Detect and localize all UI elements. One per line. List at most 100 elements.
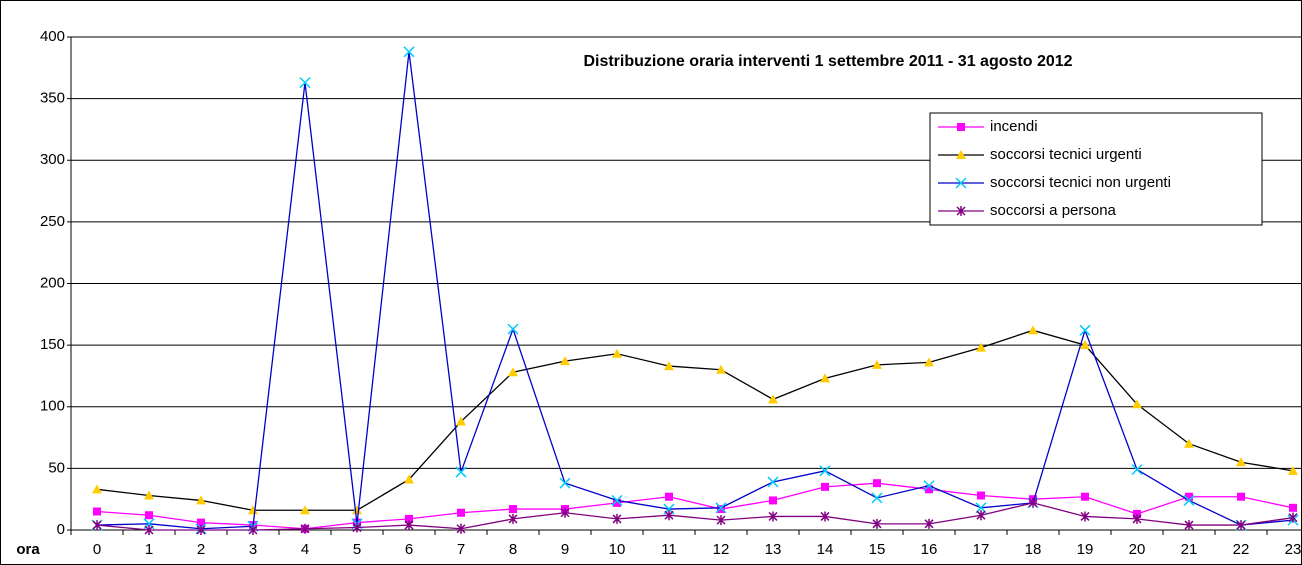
- data-point: [1079, 324, 1091, 336]
- data-point: [923, 480, 935, 492]
- x-tick-label: 2: [197, 541, 205, 558]
- data-point: [456, 523, 466, 534]
- data-point: [1184, 438, 1194, 448]
- data-point: [664, 361, 674, 371]
- data-point: [717, 505, 725, 514]
- data-point: [457, 508, 465, 517]
- data-point: [1184, 520, 1194, 531]
- data-point: [144, 525, 154, 535]
- x-tick-label: 8: [509, 541, 517, 558]
- series-line: [96, 482, 1294, 530]
- legend-marker: [955, 177, 967, 189]
- data-point: [1028, 325, 1038, 335]
- data-point: [769, 496, 777, 505]
- data-point: [1236, 520, 1246, 531]
- data-point: [819, 465, 831, 477]
- y-tick-label: 250: [40, 213, 65, 230]
- data-point: [509, 505, 517, 514]
- data-point: [1236, 457, 1246, 467]
- data-point: [1288, 465, 1298, 475]
- y-tick-label: 0: [57, 521, 65, 538]
- data-point: [1237, 492, 1245, 501]
- data-point: [248, 525, 258, 535]
- data-point: [1080, 511, 1090, 522]
- data-point: [507, 323, 519, 335]
- data-point: [767, 476, 779, 488]
- data-point: [145, 511, 153, 520]
- x-tick-label: 19: [1077, 541, 1094, 558]
- data-point: [821, 482, 829, 491]
- data-point: [820, 511, 830, 522]
- data-point: [976, 510, 986, 521]
- data-point: [924, 357, 934, 367]
- data-point: [560, 356, 570, 366]
- data-point: [92, 484, 102, 494]
- data-point: [872, 359, 882, 369]
- y-tick-label: 350: [40, 90, 65, 107]
- data-point: [768, 511, 778, 522]
- data-point: [455, 466, 467, 478]
- x-tick-label: 22: [1233, 541, 1250, 558]
- y-tick-label: 400: [40, 28, 65, 45]
- x-axis-label: ora: [16, 541, 40, 558]
- x-tick-label: 17: [973, 541, 990, 558]
- x-tick-label: 1: [145, 541, 153, 558]
- data-point: [1289, 503, 1297, 512]
- data-point: [716, 515, 726, 526]
- x-tick-label: 9: [561, 541, 569, 558]
- data-point: [144, 490, 154, 500]
- data-point: [559, 477, 571, 489]
- data-point: [665, 492, 673, 501]
- legend-marker: [957, 123, 965, 131]
- data-point: [560, 507, 570, 518]
- data-point: [1081, 492, 1089, 501]
- x-tick-label: 23: [1285, 541, 1302, 558]
- x-tick-label: 20: [1129, 541, 1146, 558]
- data-point: [456, 416, 466, 426]
- data-point: [612, 513, 622, 524]
- data-point: [352, 505, 362, 515]
- data-point: [197, 518, 205, 527]
- data-point: [508, 367, 518, 377]
- chart-title: Distribuzione oraria interventi 1 settem…: [583, 53, 1072, 70]
- data-point: [873, 479, 881, 488]
- y-tick-label: 300: [40, 151, 65, 168]
- y-tick-label: 200: [40, 274, 65, 291]
- legend-box: [929, 112, 1263, 226]
- data-point: [768, 394, 778, 404]
- x-tick-label: 11: [661, 541, 677, 558]
- data-point: [1131, 464, 1143, 476]
- x-tick-label: 14: [817, 541, 834, 558]
- y-tick-label: 50: [48, 459, 65, 476]
- legend-label: soccorsi a persona: [990, 202, 1117, 219]
- data-point: [92, 520, 102, 531]
- data-point: [1080, 340, 1090, 350]
- legend-label: soccorsi tecnici urgenti: [990, 146, 1142, 163]
- x-tick-label: 10: [609, 541, 626, 558]
- x-tick-label: 18: [1025, 541, 1042, 558]
- data-point: [403, 46, 415, 58]
- x-tick-label: 5: [353, 541, 361, 558]
- data-point: [613, 498, 621, 507]
- data-point: [976, 342, 986, 352]
- x-tick-label: 15: [869, 541, 886, 558]
- data-point: [196, 525, 206, 535]
- data-point: [196, 495, 206, 505]
- data-point: [1183, 494, 1195, 506]
- data-point: [248, 505, 258, 515]
- data-point: [508, 513, 518, 524]
- data-point: [352, 522, 362, 533]
- data-point: [611, 494, 623, 506]
- data-point: [404, 520, 414, 531]
- legend-label: soccorsi tecnici non urgenti: [990, 174, 1171, 191]
- data-point: [924, 518, 934, 529]
- x-tick-label: 7: [457, 541, 465, 558]
- data-point: [300, 505, 310, 515]
- x-tick-label: 3: [249, 541, 257, 558]
- data-point: [871, 492, 883, 504]
- data-point: [404, 474, 414, 484]
- data-point: [716, 364, 726, 374]
- series-line: [96, 51, 1294, 530]
